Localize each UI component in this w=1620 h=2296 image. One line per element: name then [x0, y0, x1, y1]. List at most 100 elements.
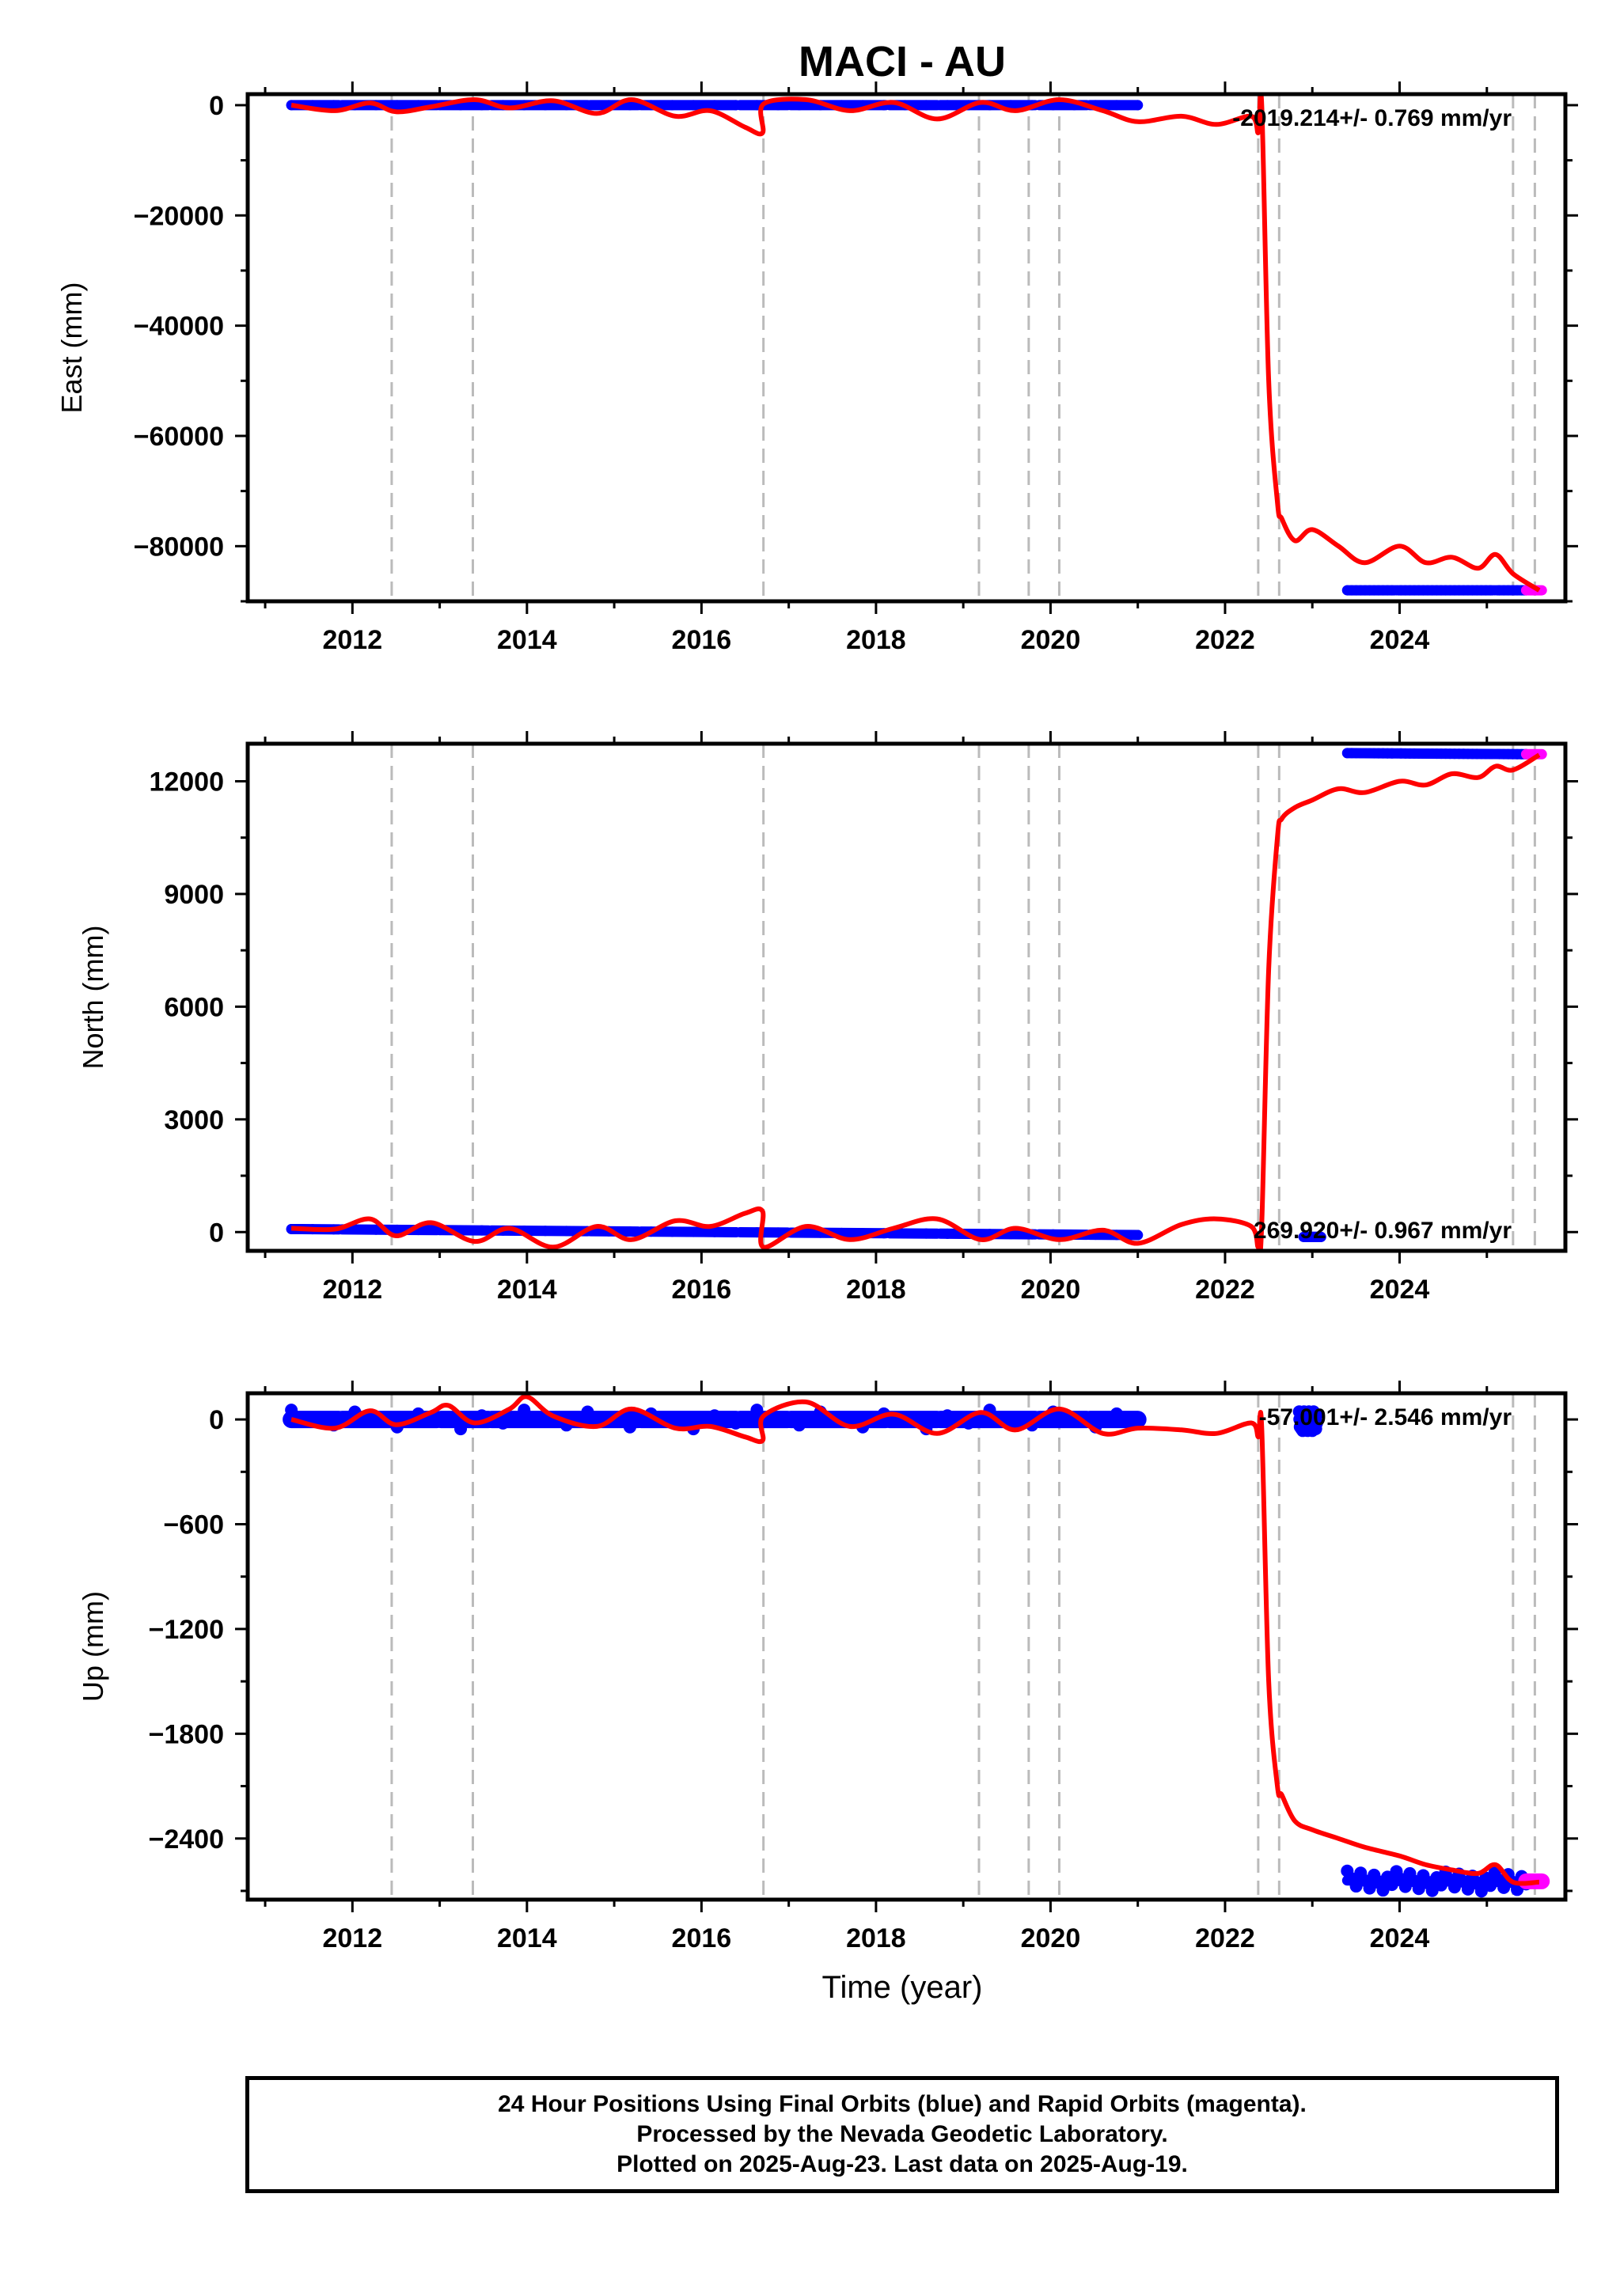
final-orbit-point: [581, 1405, 594, 1419]
final-orbit-point: [794, 100, 805, 111]
x-tick-label: 2020: [1021, 1275, 1081, 1305]
final-orbit-point: [454, 1423, 468, 1436]
final-orbit-point: [623, 1420, 636, 1434]
rate-annotation: 269.920+/- 0.967 mm/yr: [1254, 1218, 1512, 1244]
x-tick-label: 2024: [1370, 625, 1430, 655]
x-tick-label: 2022: [1195, 625, 1255, 655]
final-orbit-point: [772, 1227, 783, 1238]
panel-data: [286, 748, 1547, 1251]
final-orbit-point: [920, 1228, 931, 1239]
x-tick-label: 2014: [497, 1923, 557, 1953]
final-orbit-point: [433, 1415, 446, 1428]
x-tick-label: 2020: [1021, 1923, 1081, 1953]
final-orbit-point: [750, 1404, 764, 1417]
final-orbit-point: [518, 1404, 531, 1417]
final-orbit-point: [1310, 1416, 1323, 1430]
final-orbit-point: [1111, 100, 1122, 111]
final-orbit-point: [942, 100, 953, 111]
x-tick-label: 2016: [672, 625, 732, 655]
final-orbit-point: [729, 1416, 742, 1430]
final-orbit-point: [540, 1226, 551, 1237]
final-orbit-point: [1131, 1415, 1144, 1428]
y-axis-label: North (mm): [77, 926, 109, 1070]
final-orbit-point: [688, 1226, 699, 1237]
y-tick-label: −20000: [134, 201, 224, 231]
y-tick-label: 9000: [164, 880, 224, 910]
x-tick-label: 2024: [1370, 1275, 1430, 1305]
x-tick-label: 2020: [1021, 625, 1081, 655]
x-tick-label: 2012: [322, 1275, 382, 1305]
final-orbit-point: [392, 100, 403, 111]
x-tick-label: 2018: [846, 625, 906, 655]
final-orbit-point: [1004, 1411, 1018, 1424]
rate-annotation: -57.001+/- 2.546 mm/yr: [1259, 1404, 1512, 1430]
panel-frame: [245, 92, 1568, 604]
y-tick-label: 0: [209, 1218, 224, 1248]
final-orbit-point: [920, 100, 931, 111]
model-fit-line: [290, 94, 1541, 593]
final-orbit-point: [496, 1416, 510, 1430]
y-tick-label: −1200: [149, 1615, 225, 1645]
x-tick-label: 2022: [1195, 1275, 1255, 1305]
chart-title: MACI - AU: [799, 38, 1006, 85]
x-tick-label: 2014: [497, 625, 557, 655]
y-tick-label: 12000: [149, 767, 224, 797]
final-orbit-point: [1110, 1407, 1123, 1420]
footer-line-3: Plotted on 2025-Aug-23. Last data on 202…: [617, 2151, 1188, 2177]
final-orbit-point: [900, 1228, 911, 1239]
model-fit-line: [291, 752, 1541, 1251]
x-axis-label: Time (year): [822, 1970, 983, 2005]
y-tick-label: 3000: [164, 1105, 224, 1135]
footer-box: 24 Hour Positions Using Final Orbits (bl…: [245, 2076, 1559, 2193]
y-tick-label: −2400: [149, 1824, 225, 1855]
final-orbit-point: [688, 100, 699, 111]
footer-line-2: Processed by the Nevada Geodetic Laborat…: [636, 2121, 1168, 2147]
panel-frame: [245, 741, 1568, 1253]
final-orbit-point: [730, 100, 742, 111]
final-orbit-point: [709, 1226, 720, 1237]
y-tick-label: −600: [163, 1510, 224, 1540]
y-tick-label: −1800: [149, 1719, 225, 1749]
final-orbit-point: [666, 1226, 677, 1237]
x-tick-label: 2016: [672, 1923, 732, 1953]
model-fit-line: [290, 1394, 1540, 1886]
y-axis-label: Up (mm): [77, 1591, 109, 1702]
final-orbit-point: [305, 1411, 319, 1424]
panel-east: 2012 2014 2016 2018 2020 2022 2024 0 −20000 −4000…: [55, 81, 1578, 655]
final-orbit-point: [792, 1419, 806, 1432]
final-orbit-point: [349, 1224, 360, 1235]
footer-line-1: 24 Hour Positions Using Final Orbits (bl…: [498, 2091, 1307, 2117]
final-orbit-point: [709, 100, 720, 111]
final-orbit-point: [624, 100, 635, 111]
rate-annotation: -2019.214+/- 0.769 mm/yr: [1232, 105, 1512, 131]
final-orbit-point: [666, 100, 677, 111]
final-orbit-point: [561, 1226, 572, 1237]
final-orbit-point: [624, 1226, 635, 1237]
final-orbit-point: [1132, 1229, 1144, 1241]
x-tick-label: 2012: [322, 1923, 382, 1953]
x-tick-label: 2024: [1370, 1923, 1430, 1953]
final-orbit-point: [476, 1225, 488, 1236]
final-orbit-point: [392, 1224, 403, 1235]
final-orbit-point: [370, 1224, 381, 1235]
final-orbit-point: [772, 1411, 785, 1424]
panel-north: 2012 2014 2016 2018 2020 2022 2024 0 3000 6000 900…: [77, 731, 1578, 1305]
x-tick-label: 2012: [322, 625, 382, 655]
x-tick-label: 2014: [497, 1275, 557, 1305]
final-orbit-point: [708, 1409, 721, 1423]
y-tick-label: 6000: [164, 992, 224, 1022]
y-tick-label: 0: [209, 91, 224, 121]
final-orbit-point: [942, 1228, 953, 1239]
final-orbit-point: [772, 100, 783, 111]
final-orbit-point: [1132, 100, 1144, 111]
final-orbit-point: [730, 1226, 742, 1237]
final-orbit-point: [1315, 1231, 1326, 1242]
x-tick-label: 2022: [1195, 1923, 1255, 1953]
panel-frame: [245, 1391, 1568, 1902]
x-tick-label: 2018: [846, 1923, 906, 1953]
y-tick-label: −40000: [134, 312, 224, 342]
final-orbit-point: [582, 100, 593, 111]
final-orbit-point: [328, 100, 340, 111]
x-tick-label: 2018: [846, 1275, 906, 1305]
